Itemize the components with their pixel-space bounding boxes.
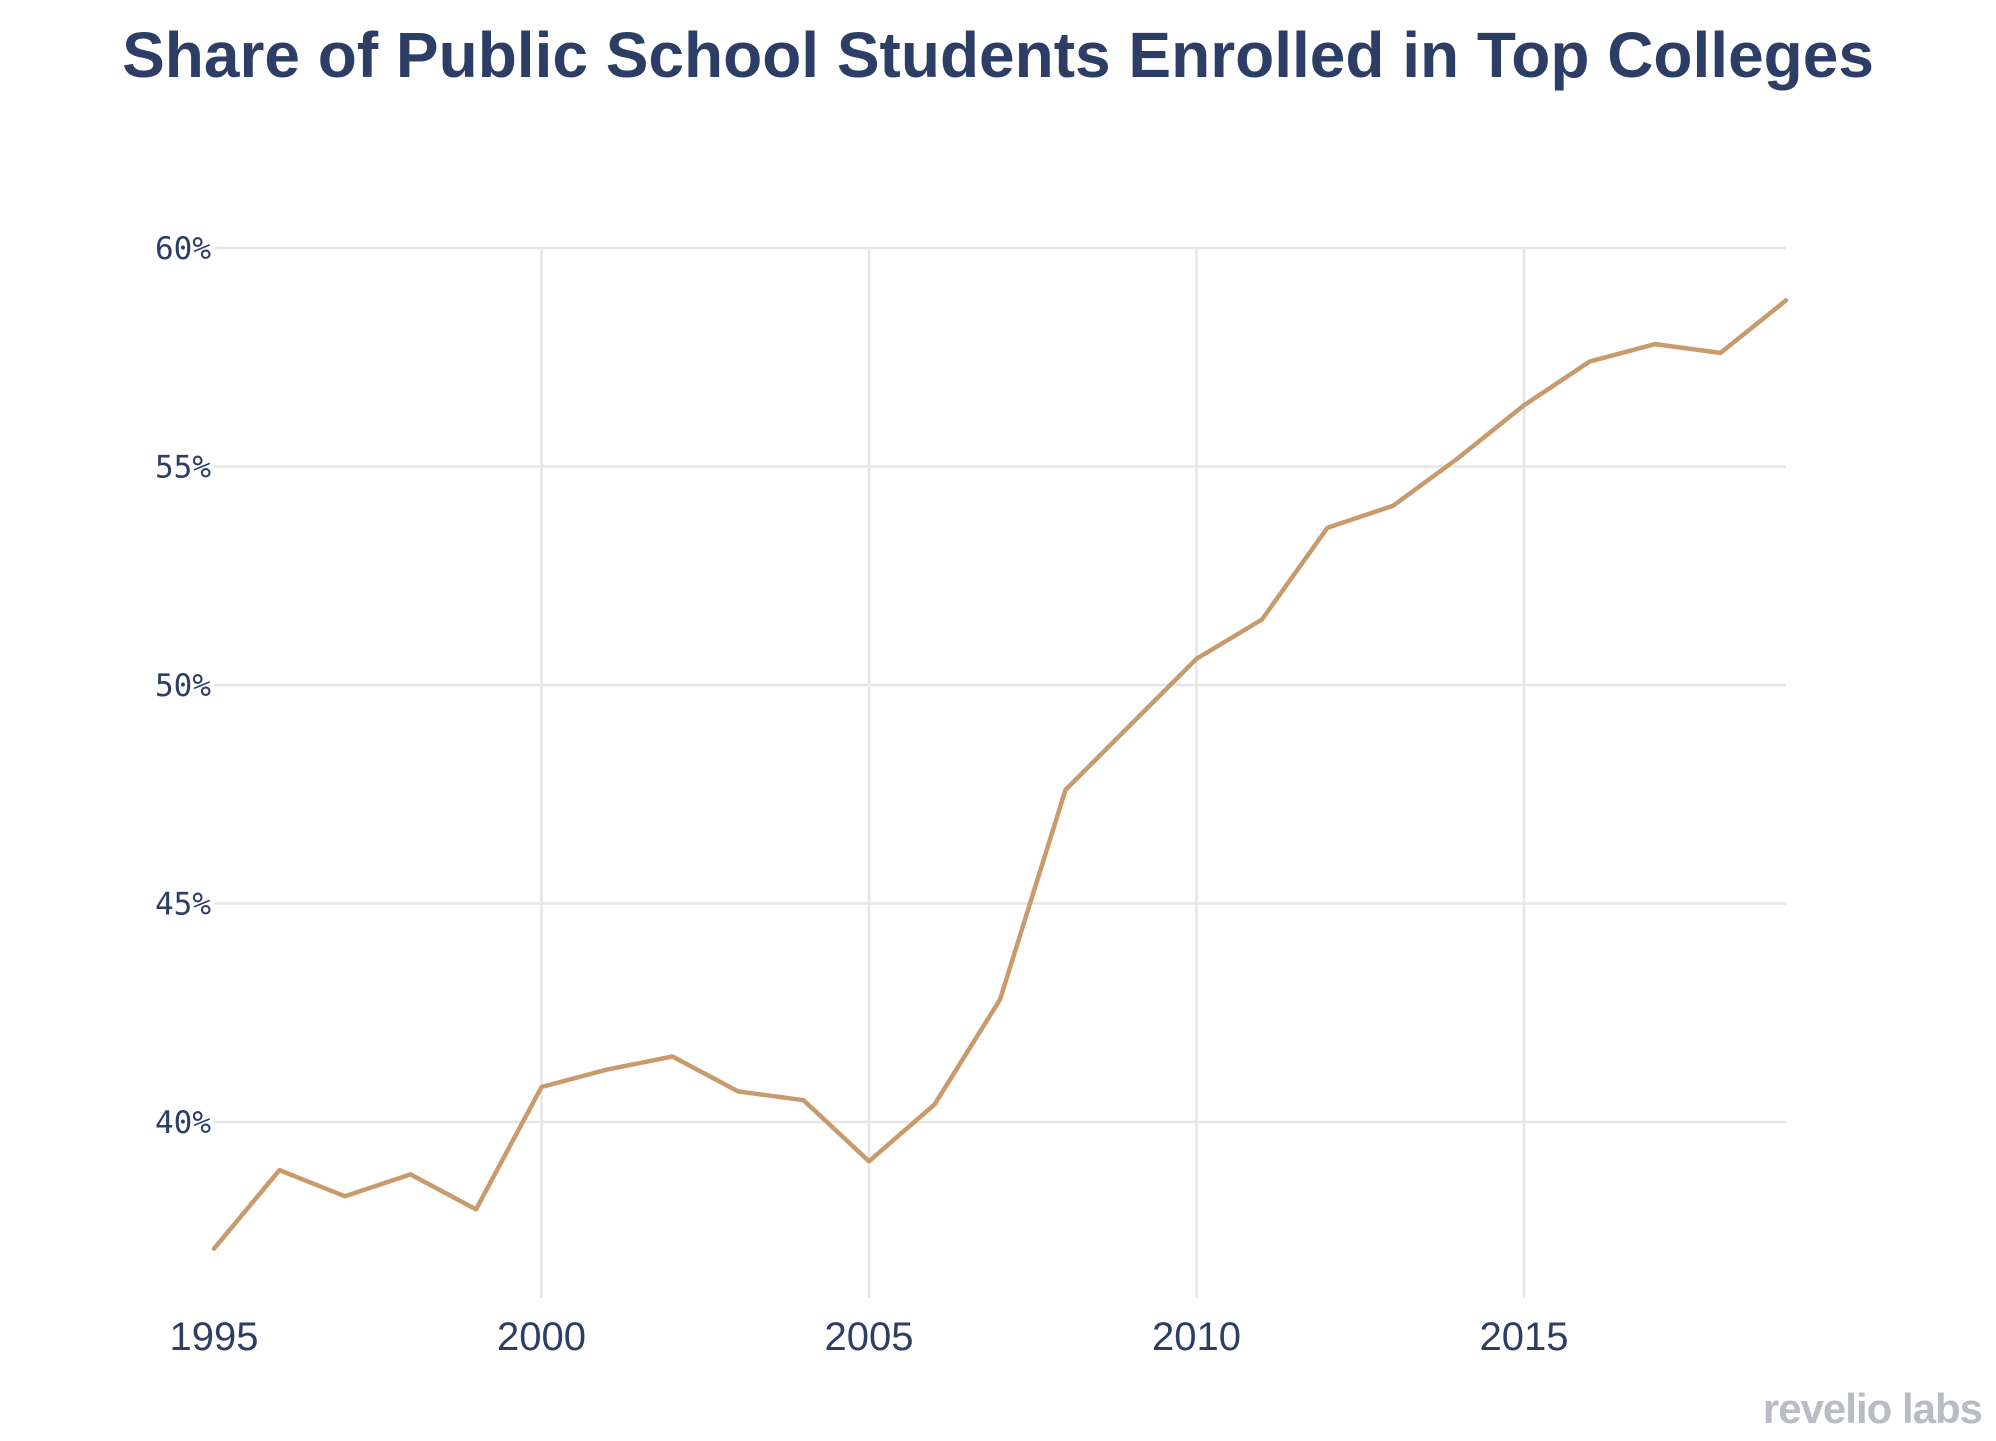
data-point-2019: [1783, 297, 1789, 303]
data-point-2006: [932, 1102, 938, 1108]
data-point-2003: [735, 1088, 741, 1094]
data-point-2012: [1325, 525, 1331, 531]
revelio-labs-logo: revelio labs: [1762, 1385, 1983, 1432]
data-point-2009: [1128, 721, 1134, 727]
x-tick-label-2005: 2005: [825, 1315, 914, 1359]
data-point-2017: [1652, 341, 1658, 347]
y-axis-tick-labels: 40% 45% 50% 55% 60%: [155, 231, 211, 1141]
y-tick-label-60: 60%: [155, 231, 211, 267]
data-point-2011: [1259, 617, 1265, 623]
data-point-2005: [866, 1158, 872, 1164]
data-point-1997: [342, 1193, 348, 1199]
data-point-2002: [670, 1054, 676, 1060]
x-tick-label-2000: 2000: [497, 1315, 586, 1359]
data-point-2001: [604, 1067, 610, 1073]
data-point-2007: [997, 997, 1003, 1003]
data-point-2014: [1456, 455, 1462, 461]
data-point-1998: [408, 1171, 414, 1177]
x-tick-label-1995: 1995: [170, 1315, 259, 1359]
y-tick-label-55: 55%: [155, 450, 211, 486]
y-tick-label-45: 45%: [155, 887, 211, 923]
x-tick-label-2010: 2010: [1152, 1315, 1241, 1359]
data-point-2004: [801, 1097, 807, 1103]
data-point-2008: [1063, 787, 1069, 793]
y-gridlines: [214, 246, 1786, 1124]
data-point-2015: [1521, 402, 1527, 408]
data-point-2000: [539, 1084, 545, 1090]
y-tick-label-40: 40%: [155, 1105, 211, 1141]
data-point-2018: [1718, 350, 1724, 356]
data-point-1995: [211, 1246, 217, 1252]
data-point-2013: [1390, 503, 1396, 509]
x-gridlines: [540, 248, 1526, 1298]
series-line-0: [211, 298, 1789, 1251]
data-point-2010: [1194, 656, 1200, 662]
data-point-1999: [473, 1206, 479, 1212]
x-tick-label-2015: 2015: [1480, 1315, 1569, 1359]
data-point-2016: [1587, 359, 1593, 365]
y-tick-label-50: 50%: [155, 668, 211, 704]
series-layer: [211, 297, 1789, 1252]
data-point-1996: [277, 1167, 283, 1173]
x-axis-tick-labels: 1995 2000 2005 2010 2015: [170, 1315, 1569, 1359]
chart-title: Share of Public School Students Enrolled…: [122, 19, 1874, 91]
